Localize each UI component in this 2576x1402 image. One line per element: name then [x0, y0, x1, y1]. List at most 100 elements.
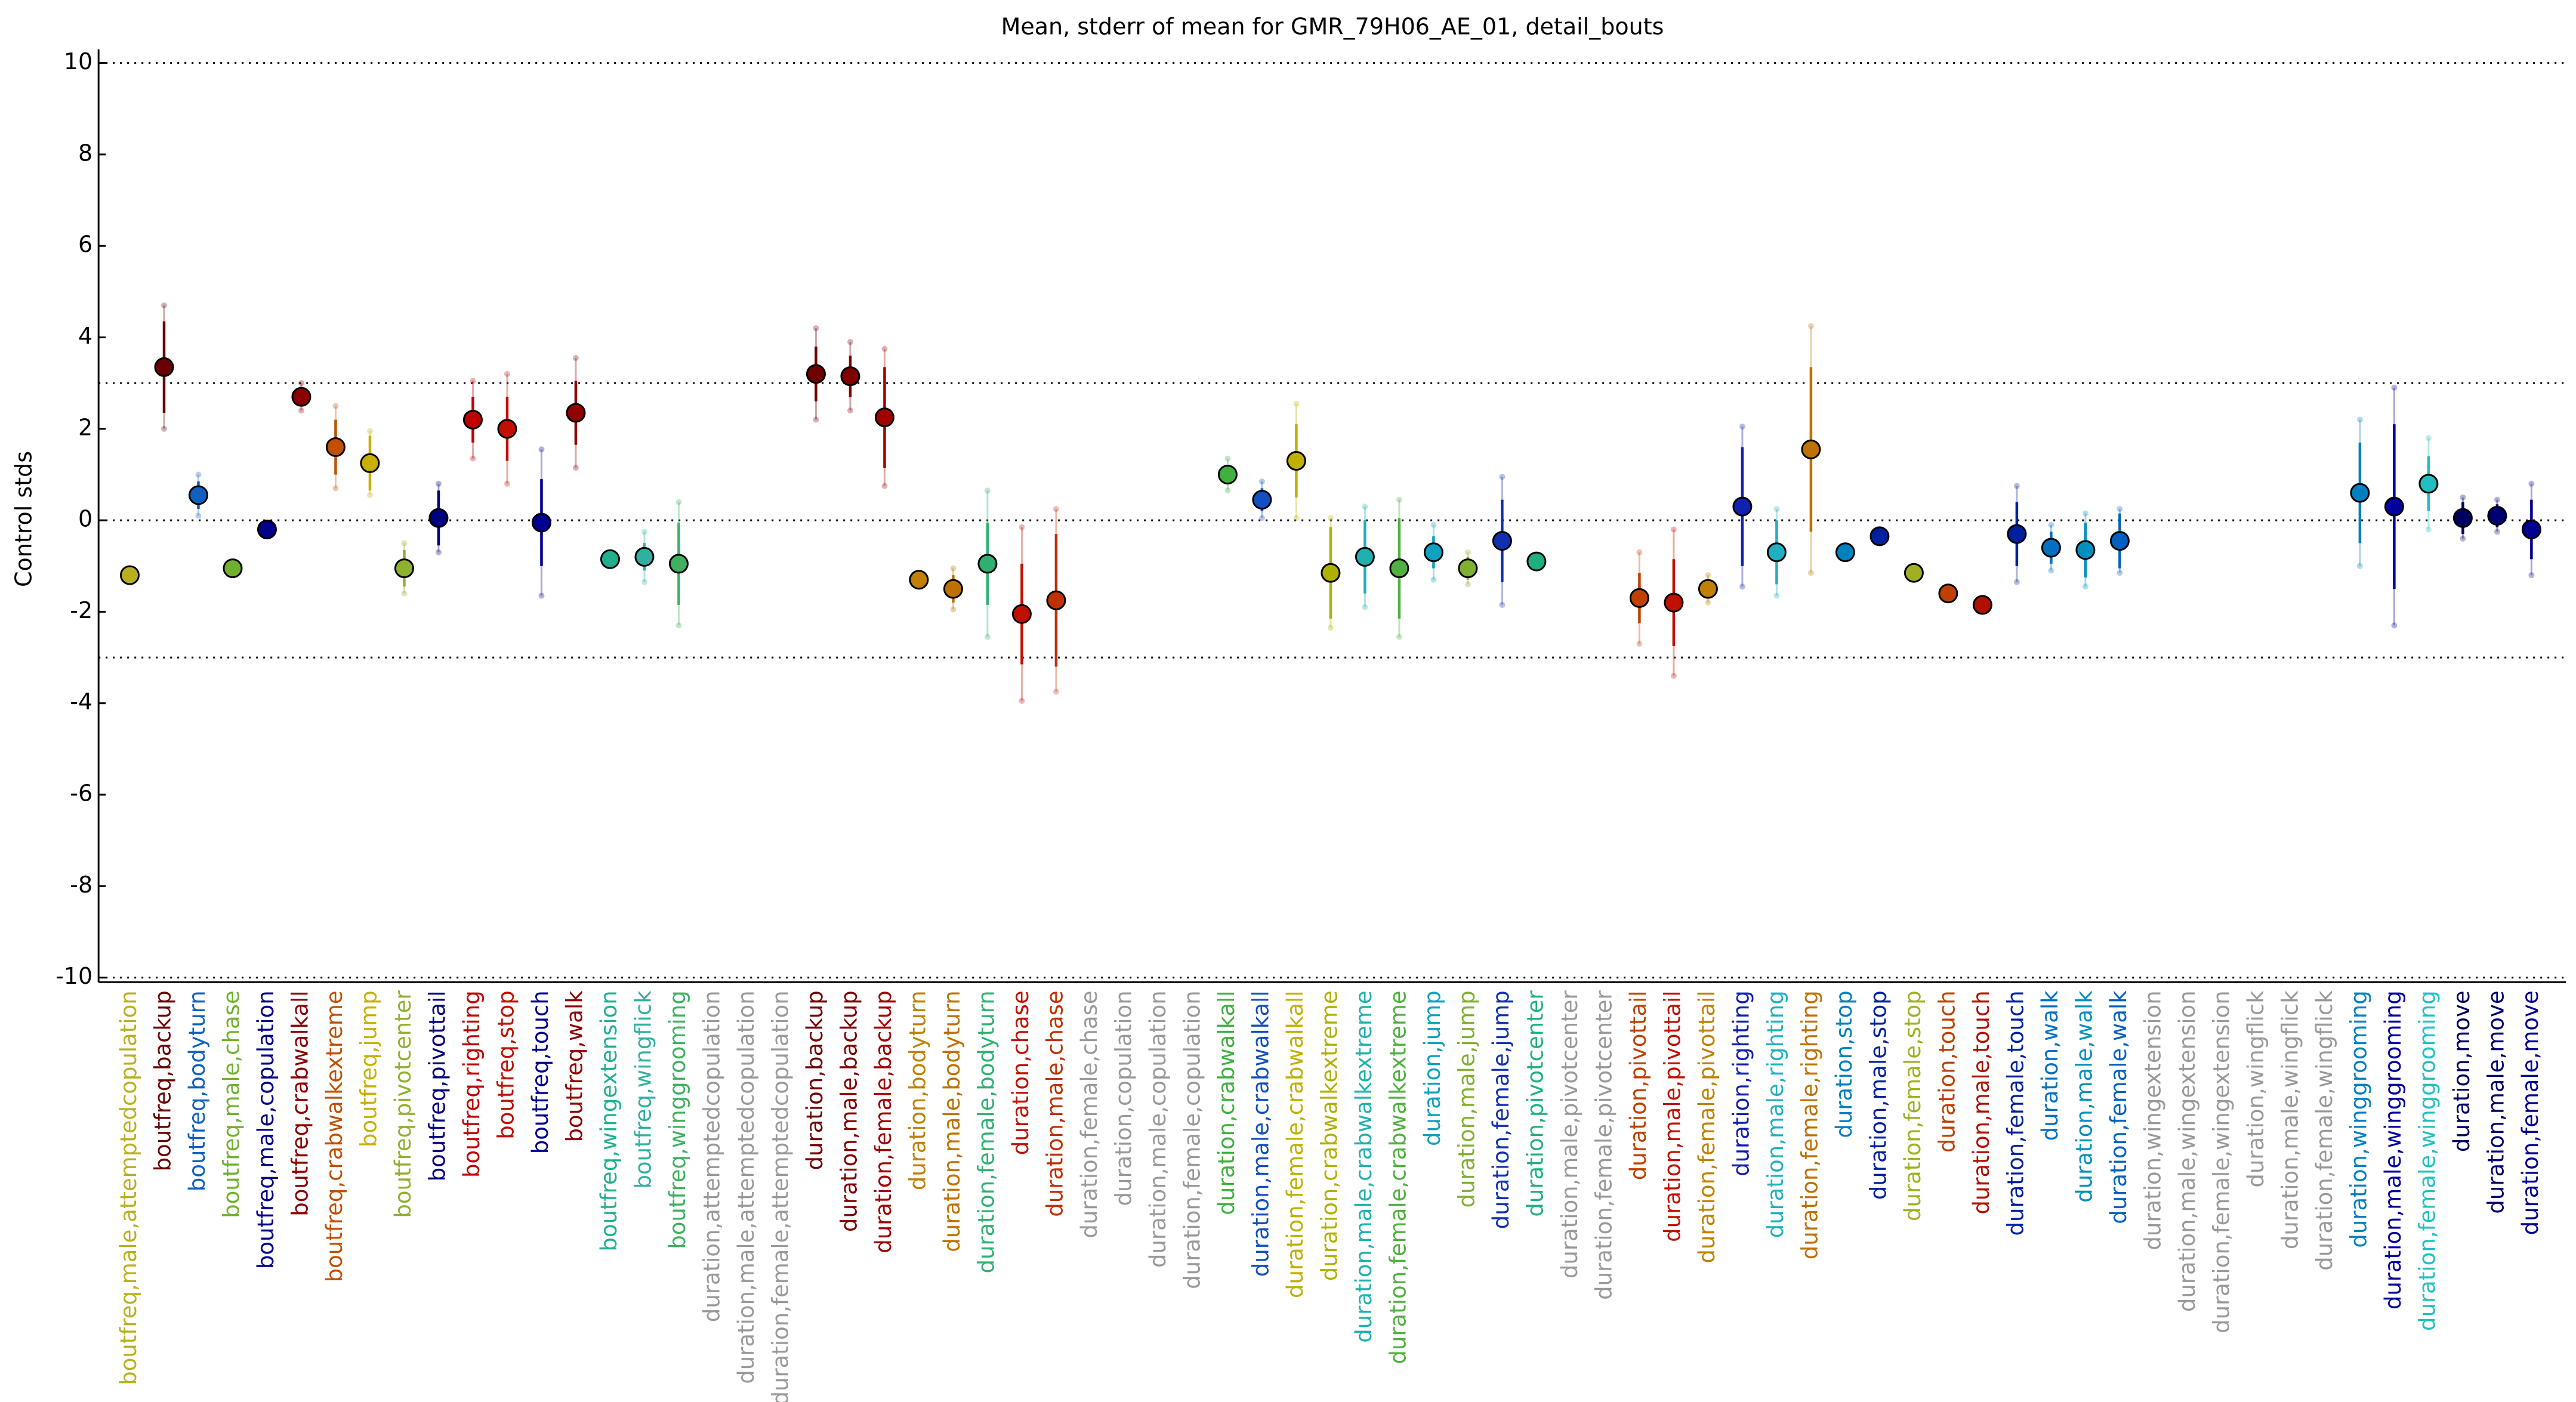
outer-error-cap [1258, 515, 1265, 521]
x-tick-label: boutfreq,backup [150, 990, 175, 1171]
outer-error-cap [366, 492, 373, 498]
y-tick-label: -4 [70, 688, 92, 715]
x-tick-label: boutfreq,stop [493, 990, 519, 1139]
outer-error-cap [984, 487, 991, 494]
marker [909, 570, 929, 590]
outer-error-cap [1053, 688, 1059, 695]
marker [325, 437, 345, 457]
outer-error-cap [195, 471, 202, 478]
x-tick-label: duration,female,winggrooming [2414, 990, 2440, 1331]
chart-title: Mean, stderr of mean for GMR_79H06_AE_01… [1001, 14, 1664, 40]
x-tick-label: duration,male,winggrooming [2380, 990, 2406, 1310]
x-tick-label: duration,female,jump [1488, 990, 1514, 1229]
outer-error-cap [1773, 592, 1780, 599]
outer-error-cap [847, 407, 853, 414]
outer-error-cap [1636, 549, 1643, 555]
outer-error-cap [435, 480, 442, 487]
marker [2109, 531, 2130, 551]
outer-error-cap [332, 403, 339, 409]
x-tick-label: duration,female,wingflick [2312, 990, 2337, 1271]
outer-error-cap [298, 407, 304, 414]
marker [977, 554, 998, 574]
outer-error-cap [298, 380, 304, 387]
outer-error-cap [813, 416, 819, 423]
marker [1011, 604, 1032, 624]
outer-error-cap [1499, 474, 1506, 480]
y-tick-label: 8 [78, 140, 92, 166]
x-tick-label: duration,male,wingextension [2174, 990, 2200, 1312]
x-tick-label: duration,female,chase [1076, 990, 1102, 1238]
outer-error-cap [2356, 563, 2363, 569]
x-tick-label: duration,male,jump [1454, 990, 1479, 1208]
x-tick-label: duration,female,pivottail [1694, 990, 1720, 1263]
x-tick-label: duration,female,attemptedcopulation [767, 990, 793, 1402]
outer-error-cap [1327, 515, 1334, 521]
y-tick-label: 4 [78, 323, 92, 349]
marker [1355, 546, 1375, 567]
marker [1766, 542, 1787, 563]
marker [1972, 595, 1992, 615]
outer-error-cap [847, 339, 853, 345]
outer-error-cap [1362, 604, 1368, 610]
outer-error-cap [1807, 570, 1814, 576]
marker [360, 453, 380, 473]
outer-error-cap [572, 464, 579, 471]
marker [874, 407, 894, 428]
x-tick-label: duration,female,move [2518, 990, 2543, 1235]
marker [2418, 474, 2439, 494]
x-tick-label: duration,male,copulation [1145, 990, 1171, 1268]
outer-error-cap [1773, 505, 1780, 512]
outer-error-cap [195, 512, 202, 519]
outer-error-cap [366, 428, 373, 434]
x-tick-label: duration,male,wingflick [2277, 990, 2303, 1249]
y-tick-label: 2 [78, 414, 92, 440]
x-tick-label: boutfreq,pivotcenter [390, 990, 416, 1218]
x-tick-label: boutfreq,crabwalkall [287, 990, 313, 1216]
x-tick-label: duration,jump [1420, 990, 1445, 1146]
x-tick-label: duration,wingflick [2243, 990, 2269, 1188]
marker [2452, 508, 2473, 528]
outer-error-cap [2494, 529, 2500, 535]
outer-error-cap [950, 606, 957, 613]
x-tick-label: boutfreq,male,copulation [253, 990, 279, 1269]
outer-error-cap [2425, 526, 2432, 533]
outer-error-cap [161, 425, 167, 432]
y-tick-label: -2 [70, 597, 92, 623]
outer-error-cap [1807, 323, 1814, 329]
x-tick-label: boutfreq,walk [562, 990, 587, 1142]
outer-error-cap [1224, 455, 1231, 462]
marker [257, 519, 277, 539]
outer-error-cap [1019, 524, 1025, 530]
marker [2007, 524, 2027, 544]
marker [1801, 439, 1821, 459]
marker [1217, 464, 1238, 484]
marker [394, 558, 414, 579]
outer-error-cap [675, 499, 682, 505]
marker [1423, 542, 1443, 563]
x-tick-label: duration,winggrooming [2346, 990, 2371, 1247]
x-tick-label: boutfreq,winggrooming [665, 990, 690, 1249]
outer-error-cap [1258, 478, 1265, 484]
outer-error-cap [1464, 549, 1471, 555]
x-tick-label: boutfreq,crabwalkextreme [322, 990, 347, 1282]
outer-error-cap [1362, 504, 1368, 510]
x-tick-label: duration,female,crabwalkextreme [1385, 990, 1411, 1364]
marker [428, 508, 449, 528]
marker [119, 565, 140, 585]
x-tick-label: boutfreq,male,chase [218, 990, 244, 1218]
marker [188, 485, 208, 505]
outer-error-cap [2117, 505, 2123, 512]
outer-error-cap [641, 579, 647, 585]
x-tick-label: boutfreq,touch [527, 990, 553, 1154]
outer-error-cap [813, 325, 819, 332]
marker [806, 364, 826, 384]
marker [1492, 531, 1512, 551]
outer-error-cap [675, 622, 682, 629]
x-tick-label: duration,walk [2037, 990, 2063, 1141]
outer-error-cap [2048, 521, 2054, 528]
outer-error-cap [2494, 496, 2500, 503]
outer-error-cap [1739, 583, 1745, 590]
marker [1664, 592, 1684, 613]
marker [566, 403, 586, 423]
x-tick-label: boutfreq,wingextension [596, 990, 622, 1251]
